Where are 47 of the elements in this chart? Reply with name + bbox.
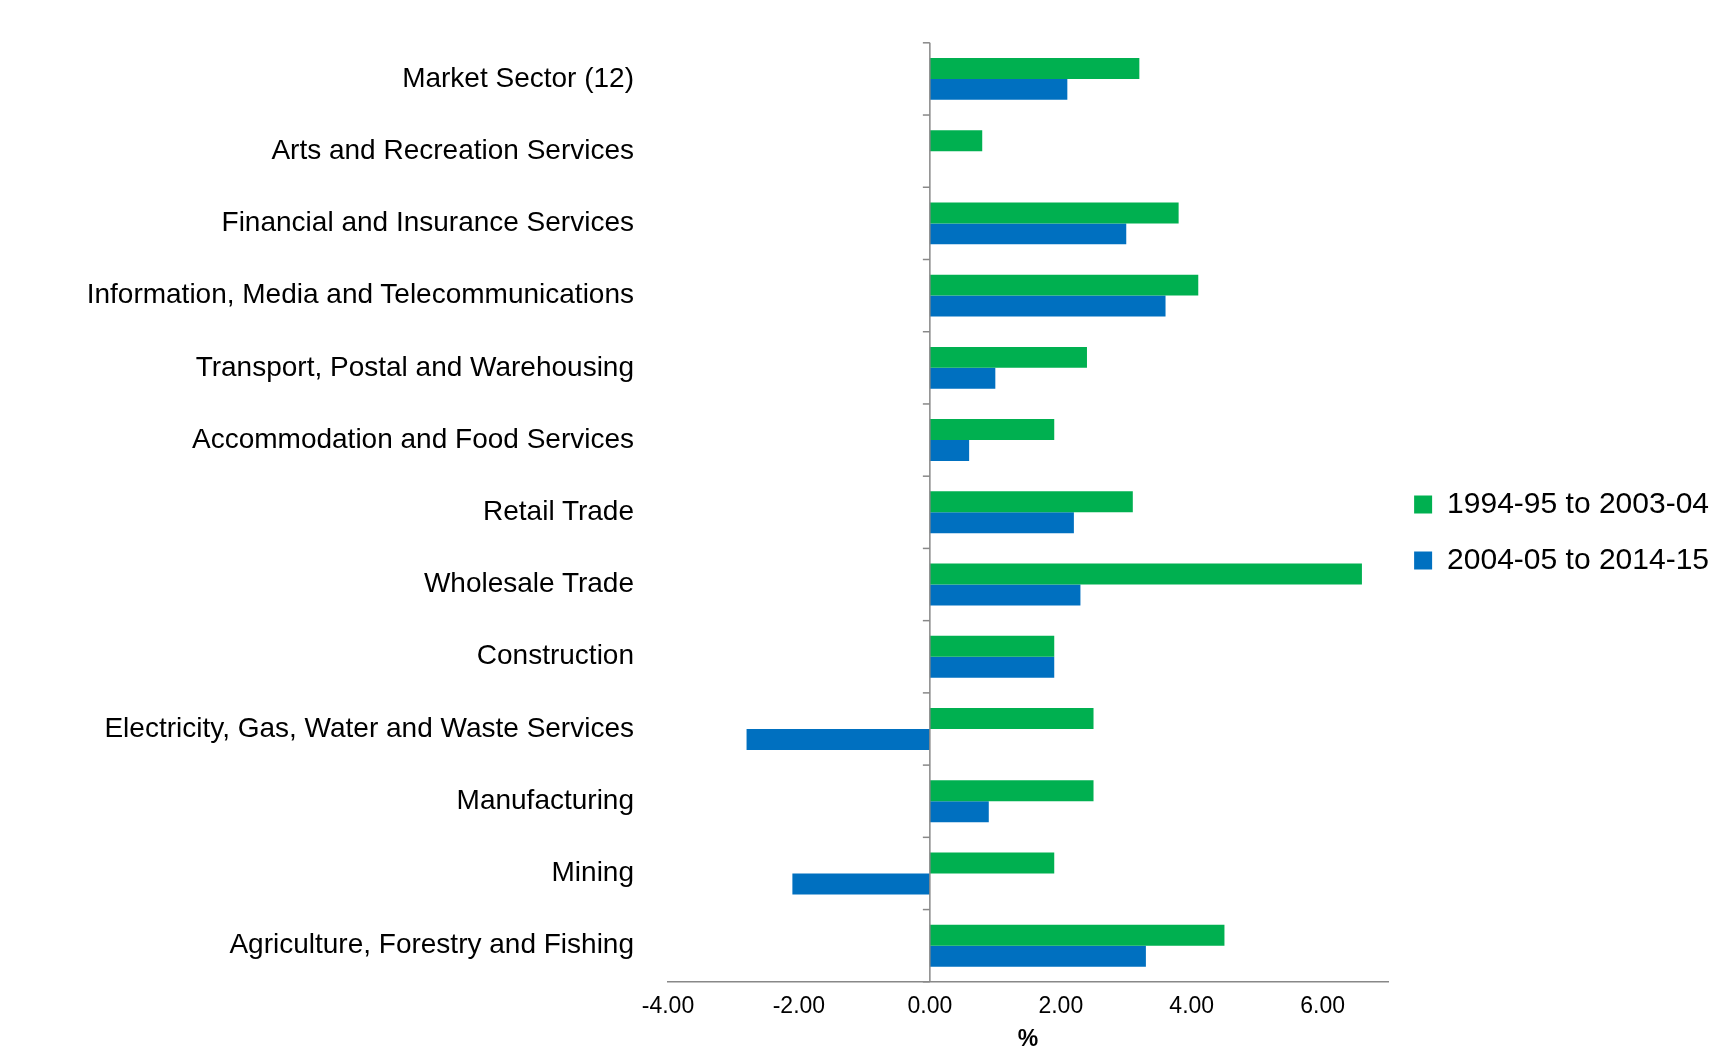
legend-label: 2004-05 to 2014-15 — [1447, 541, 1710, 575]
y-tick-label: Arts and Recreation Services — [271, 133, 634, 165]
x-tick-label: 2.00 — [1038, 991, 1084, 1018]
y-tick-label: Mining — [551, 856, 634, 888]
y-tick-label: Transport, Postal and Warehousing — [195, 350, 634, 382]
bar — [929, 367, 996, 389]
x-tick-label: 0.00 — [907, 991, 953, 1018]
bar — [929, 295, 1166, 317]
bar — [929, 274, 1199, 296]
bar — [929, 656, 1055, 678]
bar — [929, 346, 1087, 368]
bar — [929, 780, 1094, 802]
legend-label: 1994-95 to 2003-04 — [1447, 485, 1710, 519]
bar — [929, 223, 1127, 245]
bar — [929, 57, 1140, 79]
bar — [929, 708, 1094, 729]
bar — [929, 440, 970, 462]
bar — [929, 512, 1074, 534]
bar — [929, 202, 1179, 224]
bar — [929, 419, 1055, 441]
bar — [929, 584, 1081, 606]
bar — [929, 130, 983, 152]
x-tick-label: -4.00 — [641, 991, 695, 1018]
bar — [746, 728, 930, 750]
y-tick-label: Construction — [476, 639, 634, 671]
x-tick-label: -2.00 — [772, 991, 826, 1018]
y-tick-label: Manufacturing — [456, 783, 634, 815]
y-tick-label: Information, Media and Telecommunications — [86, 278, 634, 310]
y-tick-label: Market Sector (12) — [402, 61, 634, 93]
x-axis-title: % — [1017, 1024, 1039, 1051]
bar — [792, 873, 930, 895]
x-tick-label: 6.00 — [1300, 991, 1346, 1018]
bar — [929, 924, 1225, 946]
y-tick-label: Wholesale Trade — [423, 567, 634, 599]
bar — [929, 635, 1055, 657]
bar — [929, 78, 1068, 100]
bar — [929, 852, 1055, 874]
y-tick-label: Financial and Insurance Services — [221, 206, 634, 238]
y-tick-label: Electricity, Gas, Water and Waste Services — [104, 711, 634, 743]
y-tick-label: Agriculture, Forestry and Fishing — [229, 928, 634, 960]
x-tick-label: 4.00 — [1169, 991, 1215, 1018]
bar — [929, 801, 989, 823]
bar — [929, 945, 1146, 967]
y-tick-label: Accommodation and Food Services — [192, 422, 634, 454]
bar — [929, 563, 1362, 585]
y-tick-label: Retail Trade — [483, 495, 634, 527]
bar — [929, 491, 1133, 513]
